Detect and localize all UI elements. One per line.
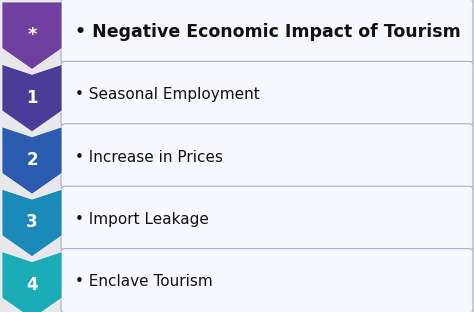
Text: 1: 1	[26, 89, 38, 107]
Text: 3: 3	[26, 213, 38, 232]
Polygon shape	[2, 64, 62, 132]
Text: 2: 2	[26, 151, 38, 169]
Polygon shape	[2, 127, 62, 194]
Polygon shape	[2, 189, 62, 256]
Text: • Increase in Prices: • Increase in Prices	[75, 149, 223, 164]
Text: 4: 4	[26, 276, 38, 294]
Polygon shape	[2, 2, 62, 69]
FancyBboxPatch shape	[61, 61, 473, 126]
Text: *: *	[27, 26, 37, 44]
Text: • Seasonal Employment: • Seasonal Employment	[75, 87, 260, 102]
FancyBboxPatch shape	[61, 124, 473, 188]
Text: • Negative Economic Impact of Tourism: • Negative Economic Impact of Tourism	[75, 23, 461, 41]
FancyBboxPatch shape	[61, 186, 473, 251]
Text: • Enclave Tourism: • Enclave Tourism	[75, 274, 213, 289]
Polygon shape	[2, 251, 62, 312]
FancyBboxPatch shape	[61, 0, 473, 63]
FancyBboxPatch shape	[61, 249, 473, 312]
Text: • Import Leakage: • Import Leakage	[75, 212, 209, 227]
